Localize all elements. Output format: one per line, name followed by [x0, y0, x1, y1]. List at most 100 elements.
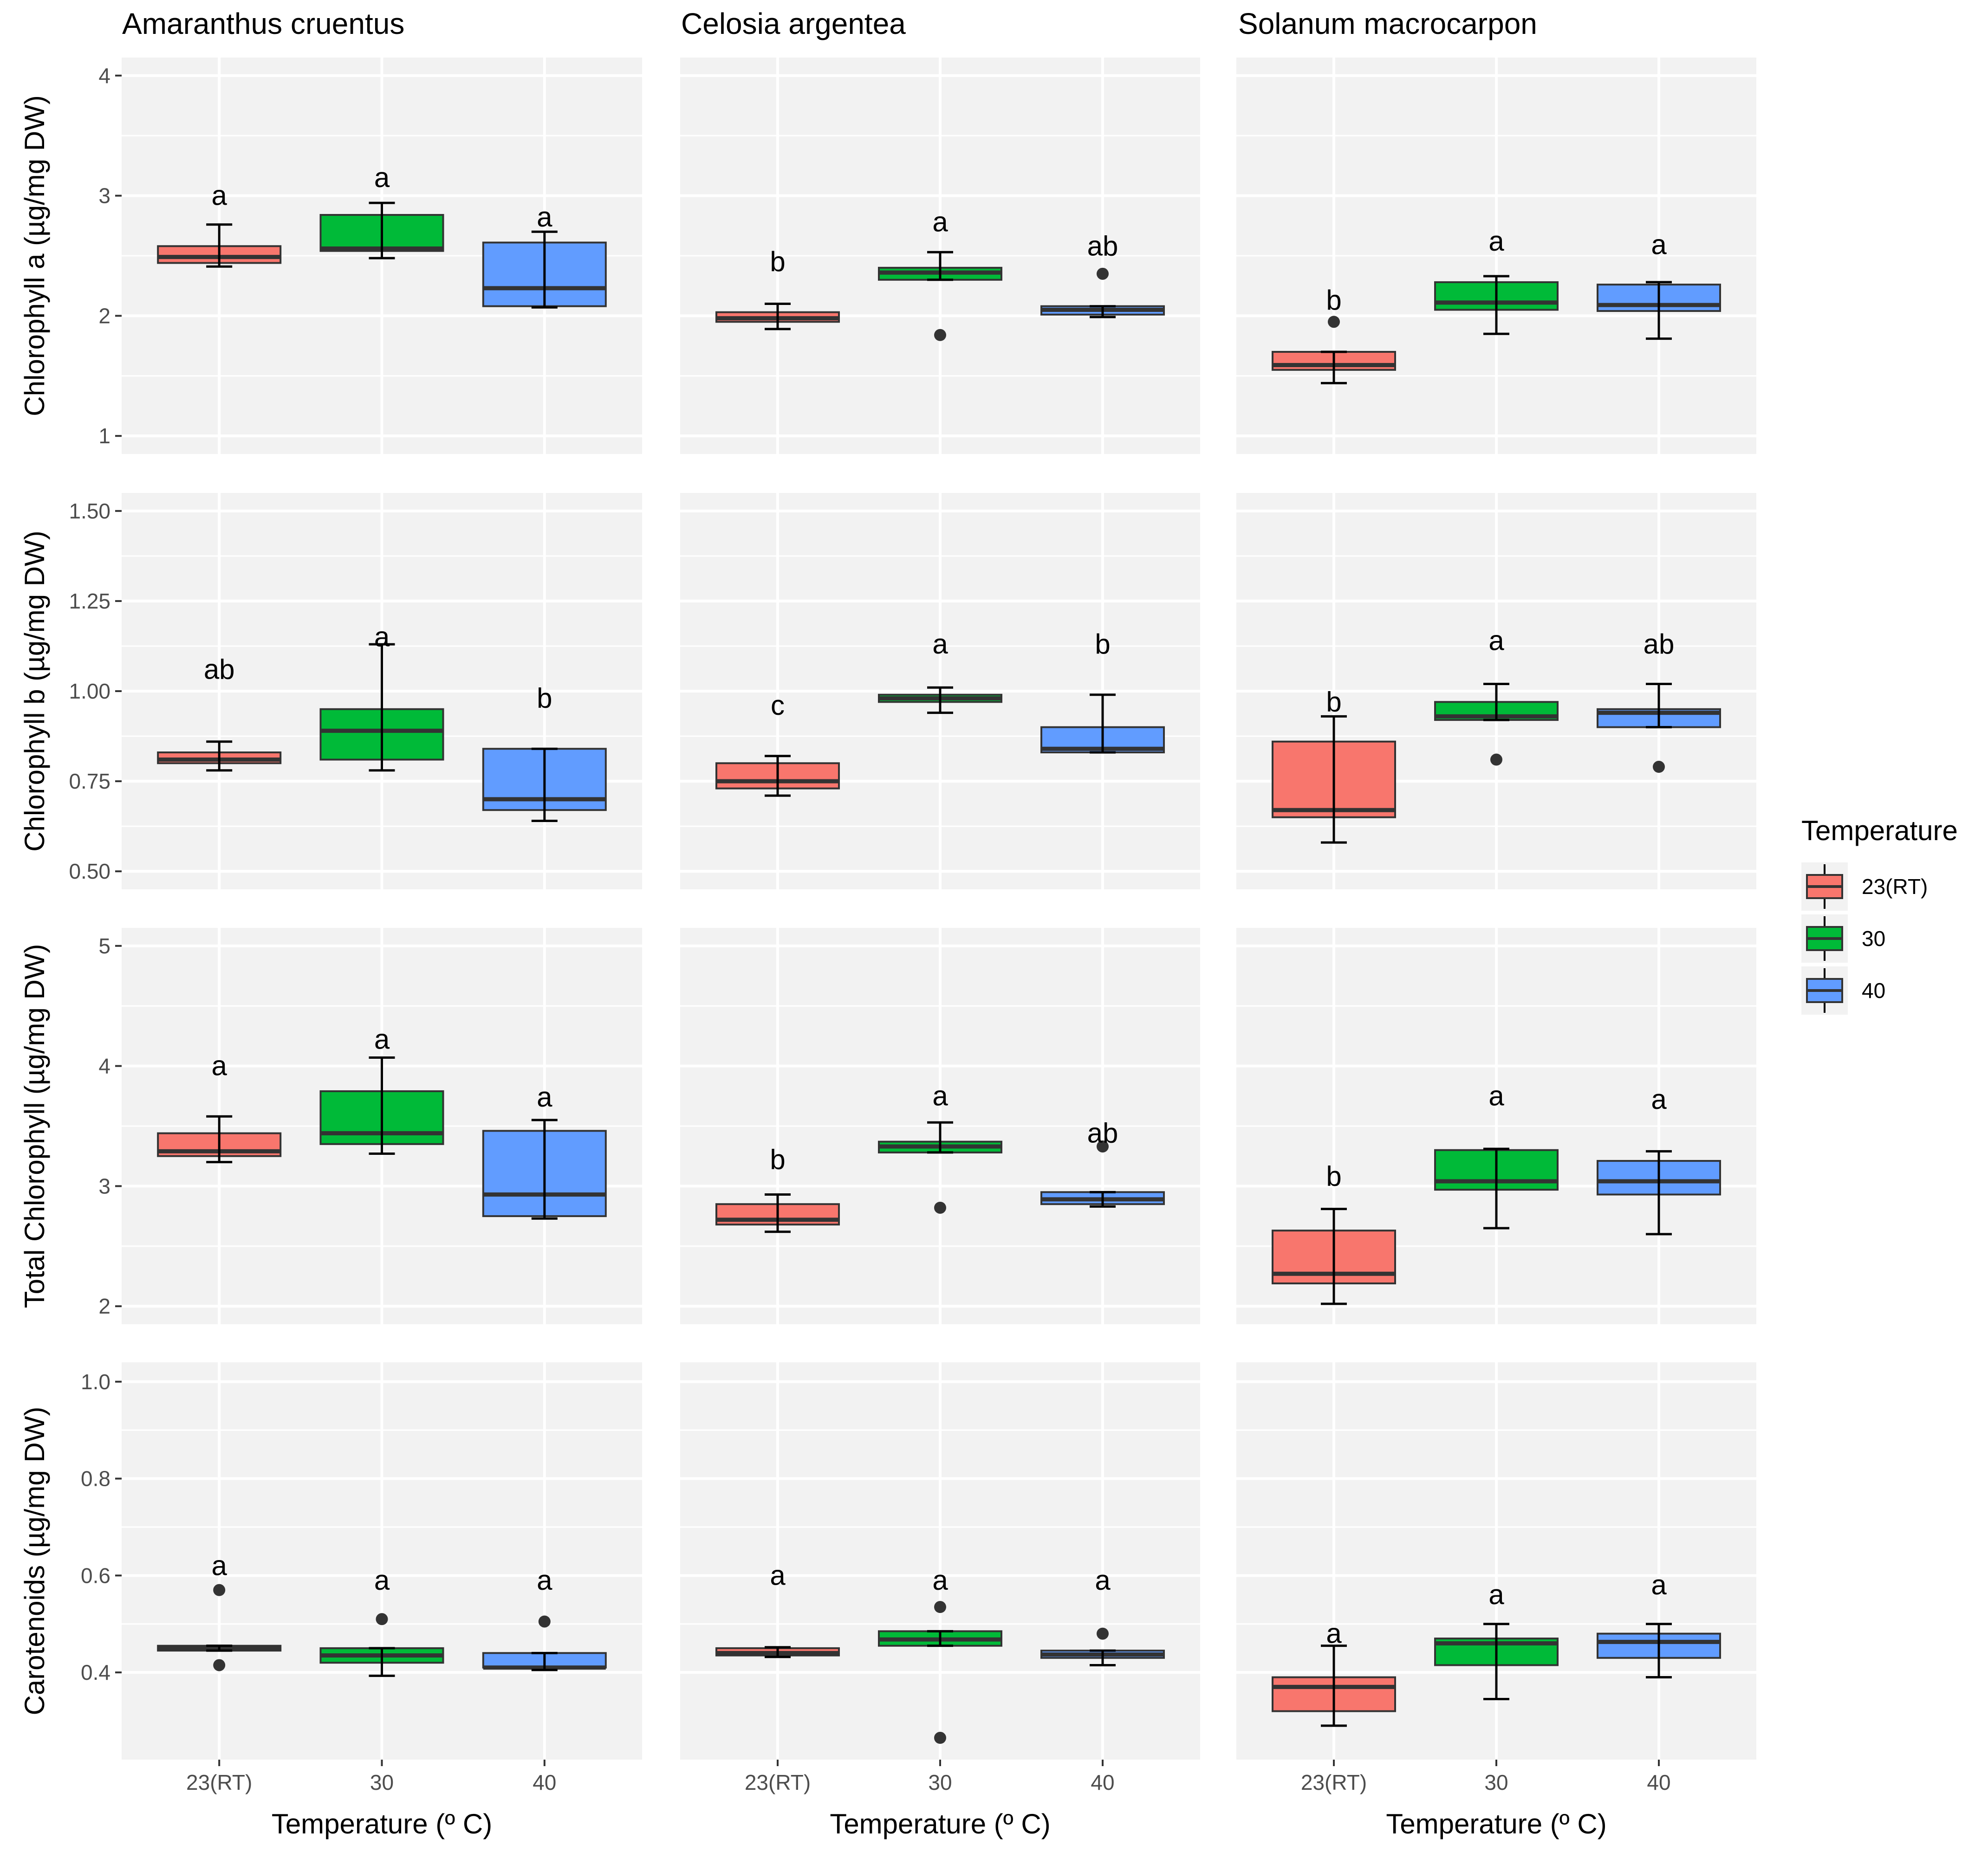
y-tick-label: 1.50 — [69, 499, 110, 523]
y-tick-label: 4 — [98, 1054, 110, 1078]
box-30: a — [319, 1024, 444, 1155]
panel-r0-c1: b a ab — [680, 58, 1200, 454]
box-40: a — [1597, 229, 1721, 340]
significance-letter: ab — [204, 654, 235, 685]
outlier-point — [1097, 267, 1109, 280]
box-30: a — [319, 622, 444, 772]
x-tick-label: 40 — [533, 1770, 556, 1794]
y-tick-label: 2 — [98, 1294, 110, 1318]
outlier-point — [934, 329, 946, 341]
panel-r0-c0: 1 2 3 4 a a a — [98, 58, 642, 454]
box-40: a — [482, 201, 607, 309]
significance-letter: b — [1095, 628, 1110, 660]
significance-letter: a — [932, 628, 948, 660]
x-tick-label: 30 — [1484, 1770, 1508, 1794]
y-tick-label: 3 — [98, 184, 110, 208]
box-23(RT): a — [715, 1560, 840, 1658]
box-23(RT): a — [157, 1550, 282, 1671]
facet-title-amaranthus: Amaranthus cruentus — [122, 7, 404, 40]
significance-letter: b — [537, 683, 552, 714]
y-tick-label: 0.50 — [69, 859, 110, 883]
y-tick-label: 0.8 — [81, 1467, 110, 1491]
outlier-point — [1097, 1627, 1109, 1640]
x-tick-label: 40 — [1091, 1770, 1114, 1794]
significance-letter: b — [770, 246, 785, 277]
y-tick-label: 1.0 — [81, 1370, 110, 1394]
significance-letter: a — [1488, 1080, 1504, 1111]
facet-title-celosia: Celosia argentea — [681, 7, 906, 40]
panel-r1-c2: b a ab — [1236, 493, 1756, 889]
facet-title-solanum: Solanum macrocarpon — [1238, 7, 1537, 40]
significance-letter: a — [537, 1565, 552, 1596]
significance-letter: a — [1488, 1579, 1504, 1610]
significance-letter: b — [1326, 686, 1341, 717]
significance-letter: a — [374, 1024, 390, 1055]
box-30: a — [878, 628, 1002, 714]
significance-letter: a — [1326, 1618, 1342, 1649]
box-23(RT): a — [157, 180, 282, 268]
y-axis-title: Chlorophyll b (µg/mg DW) — [19, 531, 50, 851]
x-axis-title: Temperature (º C) — [830, 1808, 1050, 1839]
box-30: a — [878, 1080, 1002, 1214]
outlier-point — [934, 1732, 946, 1744]
y-tick-label: 1 — [98, 424, 110, 448]
significance-letter: ab — [1087, 1118, 1118, 1149]
box-23(RT): a — [1272, 1618, 1396, 1727]
x-tick-label: 30 — [928, 1770, 952, 1794]
facet-titles: Amaranthus cruentus Celosia argentea Sol… — [122, 7, 1537, 40]
significance-letter: b — [1326, 1161, 1341, 1192]
legend-label: 30 — [1862, 926, 1885, 951]
significance-letter: c — [771, 690, 785, 721]
box-30: a — [319, 162, 444, 259]
significance-letter: ab — [1087, 230, 1118, 261]
box-40: b — [482, 683, 607, 822]
box-40: a — [482, 1565, 607, 1671]
significance-letter: a — [770, 1560, 786, 1591]
box-23(RT): b — [1272, 1161, 1396, 1305]
significance-letter: b — [770, 1144, 785, 1175]
outlier-point — [934, 1601, 946, 1613]
y-axis-title: Chlorophyll a (µg/mg DW) — [19, 95, 50, 416]
box-23(RT): c — [715, 690, 840, 797]
outlier-point — [1490, 753, 1502, 766]
box-23(RT): ab — [157, 654, 282, 772]
significance-letter: a — [1651, 1084, 1667, 1115]
y-tick-label: 5 — [98, 934, 110, 958]
box-30: a — [1434, 1080, 1559, 1230]
significance-letter: a — [212, 180, 227, 211]
legend-label: 40 — [1862, 978, 1885, 1003]
x-tick-label: 23(RT) — [745, 1770, 811, 1794]
y-tick-label: 0.6 — [81, 1563, 110, 1587]
y-tick-label: 3 — [98, 1174, 110, 1198]
legend-label: 23(RT) — [1862, 874, 1928, 899]
panel-r1-c1: c a b — [680, 493, 1200, 889]
x-tick-label: 23(RT) — [186, 1770, 252, 1794]
significance-letter: a — [1095, 1565, 1111, 1596]
significance-letter: a — [932, 1565, 948, 1596]
x-axis-title: Temperature (º C) — [272, 1808, 492, 1839]
significance-letter: a — [374, 622, 390, 653]
significance-letter: a — [1651, 229, 1667, 260]
panel-r0-c2: b a a — [1236, 58, 1756, 454]
box-30: a — [1434, 625, 1559, 766]
significance-letter: a — [537, 201, 552, 233]
significance-letter: a — [374, 162, 390, 193]
x-tick-label: 40 — [1647, 1770, 1670, 1794]
significance-letter: a — [374, 1565, 390, 1596]
box-30: a — [319, 1565, 444, 1677]
x-axis: 23(RT) 30 40 Temperature (º C) 23(RT) 30 40 Tem… — [186, 1760, 1671, 1839]
box-30: a — [878, 207, 1002, 341]
outlier-point — [213, 1584, 226, 1596]
box-23(RT): b — [715, 246, 840, 330]
outlier-point — [1653, 761, 1665, 773]
box-40: a — [1040, 1565, 1165, 1666]
outlier-point — [538, 1615, 551, 1628]
outlier-point — [1097, 1140, 1109, 1153]
legend-item-30: 30 — [1801, 914, 1885, 963]
y-tick-label: 0.75 — [69, 769, 110, 793]
box-40: a — [1597, 1084, 1721, 1236]
